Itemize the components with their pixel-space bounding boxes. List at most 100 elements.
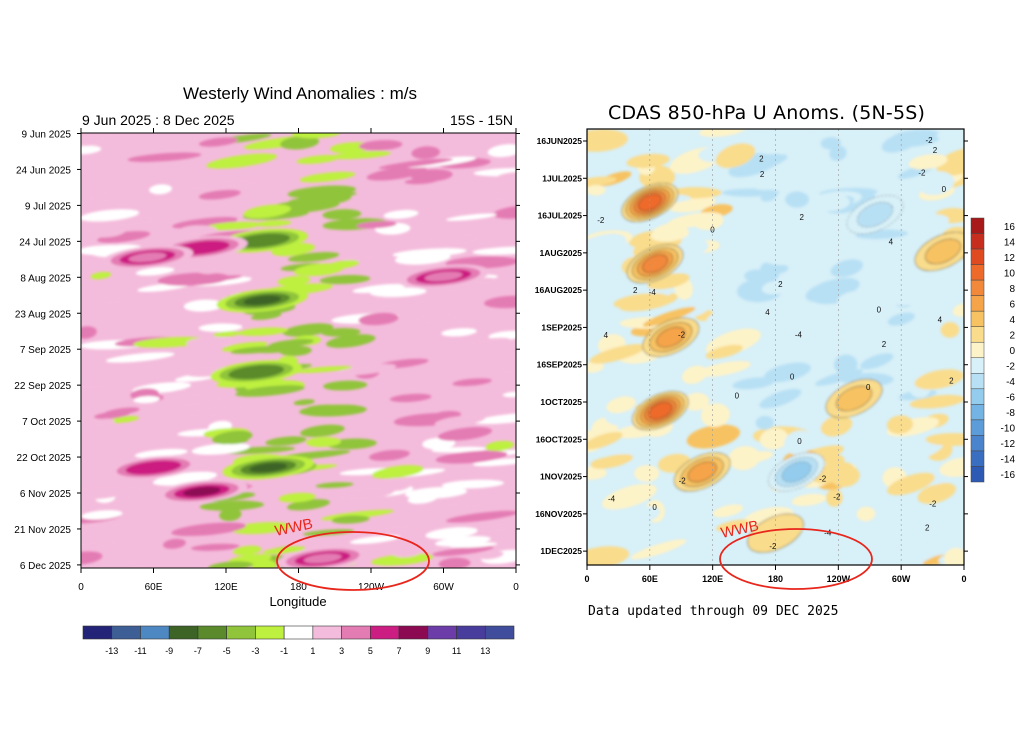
- right-x-tick-label: 60E: [642, 574, 658, 584]
- left-field-streak: [198, 137, 239, 147]
- left-field-streak: [315, 482, 354, 488]
- right-colorbar-label: -2: [1006, 362, 1015, 373]
- left-x-tick-label: 0: [513, 582, 519, 593]
- left-field-streak: [278, 492, 316, 503]
- left-colorbar-swatch: [82, 625, 113, 640]
- right-x-tick-label: 120W: [827, 574, 851, 584]
- right-field-blob: [732, 377, 775, 390]
- right-field-blob: [589, 343, 646, 364]
- right-field-blob: [769, 264, 789, 274]
- left-colorbar-label: 3: [339, 646, 344, 656]
- left-field-streak: [90, 271, 112, 280]
- left-field-streak: [293, 399, 315, 406]
- left-field-streak: [221, 341, 268, 352]
- left-field-streak: [370, 287, 427, 298]
- right-field-blob: [755, 415, 774, 430]
- right-contour-label: 0: [942, 185, 947, 194]
- right-contour-label: 2: [759, 155, 764, 164]
- right-y-tick-label: 16JUN2025: [537, 136, 583, 146]
- right-field-feature: [925, 238, 962, 265]
- left-field-streak: [372, 465, 424, 479]
- left-field-streak: [280, 136, 320, 150]
- right-colorbar-swatch: [970, 419, 985, 436]
- left-field-streak: [282, 323, 334, 337]
- left-x-axis-label: Longitude: [269, 594, 326, 609]
- left-field-feature: [303, 553, 342, 564]
- left-field-streak: [81, 383, 113, 390]
- left-field-streak: [133, 396, 160, 404]
- right-field-blob: [790, 172, 824, 194]
- left-field-streak: [435, 450, 508, 464]
- right-colorbar-swatch: [970, 450, 985, 467]
- left-colorbar-swatch: [312, 625, 342, 640]
- left-field-streak: [319, 274, 371, 285]
- left-field-streak: [330, 151, 391, 160]
- left-field-streak: [488, 330, 516, 340]
- right-field-blob: [749, 207, 794, 224]
- right-field-blob: [939, 457, 964, 477]
- right-field-blob: [892, 213, 949, 232]
- right-contour-label: -2: [819, 474, 827, 483]
- left-field-streak: [342, 254, 379, 261]
- left-y-tick-label: 22 Sep 2025: [14, 381, 71, 392]
- right-contour-label: 0: [710, 226, 715, 235]
- left-field-streak: [204, 221, 263, 230]
- left-field-streak: [473, 168, 516, 177]
- right-field-blob: [634, 506, 660, 523]
- right-field-blob: [744, 269, 769, 283]
- left-field-streak: [88, 191, 118, 204]
- right-field-blob: [826, 488, 843, 507]
- left-field-streak: [191, 443, 250, 455]
- right-contour-label: 4: [938, 315, 943, 324]
- right-colorbar-swatch: [970, 233, 985, 250]
- right-colorbar-label: -8: [1006, 408, 1015, 419]
- left-field-streak: [198, 323, 243, 332]
- left-colorbar-swatch: [140, 625, 170, 640]
- left-y-tick-label: 9 Jun 2025: [22, 130, 72, 141]
- left-field-streak: [349, 535, 401, 545]
- right-colorbar-swatch: [970, 310, 985, 327]
- right-field-blob: [761, 278, 798, 295]
- left-field-streak: [105, 352, 175, 363]
- right-chart-title: CDAS 850-hPa U Anoms. (5N-5S): [608, 102, 926, 124]
- right-field-blob: [805, 277, 860, 303]
- left-colorbar-label: 5: [368, 646, 373, 656]
- right-field-blob: [587, 258, 615, 283]
- left-field-streak: [237, 327, 288, 336]
- right-contour-label: -4: [608, 495, 616, 504]
- right-contour-label: -4: [649, 288, 657, 297]
- right-field-feature: [642, 254, 668, 274]
- right-y-tick-label: 1SEP2025: [541, 322, 582, 332]
- right-colorbar-label: 4: [1009, 315, 1015, 326]
- right-contour-label: -2: [918, 168, 926, 177]
- left-colorbar-swatch: [370, 625, 400, 640]
- left-colorbar-swatch: [111, 625, 141, 640]
- left-field-streak: [81, 493, 119, 501]
- right-field-blob: [890, 281, 918, 306]
- right-field-blob: [760, 191, 777, 202]
- right-field-blob: [908, 154, 948, 170]
- left-colorbar-label: -11: [134, 646, 146, 656]
- left-y-tick-label: 6 Dec 2025: [20, 561, 72, 572]
- right-hovmoller-chart: -220-442-20-220-442-20-220-442-20-220-44…: [535, 128, 1016, 590]
- right-contour-label: 0: [735, 391, 740, 400]
- left-field-streak: [111, 563, 161, 568]
- left-field-streak: [502, 391, 516, 398]
- right-colorbar-label: -12: [1001, 439, 1016, 450]
- right-colorbar-label: 12: [1004, 253, 1016, 264]
- right-contour-label: 2: [933, 146, 938, 155]
- left-field-streak: [153, 400, 182, 412]
- left-colorbar-label: -1: [280, 646, 288, 656]
- left-field-streak: [171, 522, 247, 537]
- left-x-tick-label: 60W: [433, 582, 454, 593]
- left-field-streak: [392, 248, 467, 258]
- right-field-blob: [700, 403, 730, 428]
- left-field-streak: [500, 360, 516, 374]
- right-contour-label: 2: [633, 286, 638, 295]
- right-contour-label: -2: [597, 216, 605, 225]
- left-field-streak: [321, 327, 361, 337]
- right-colorbar-label: 2: [1009, 330, 1015, 341]
- right-field-blob: [587, 361, 604, 373]
- right-field-blob: [715, 519, 749, 532]
- left-field-streak: [232, 545, 262, 556]
